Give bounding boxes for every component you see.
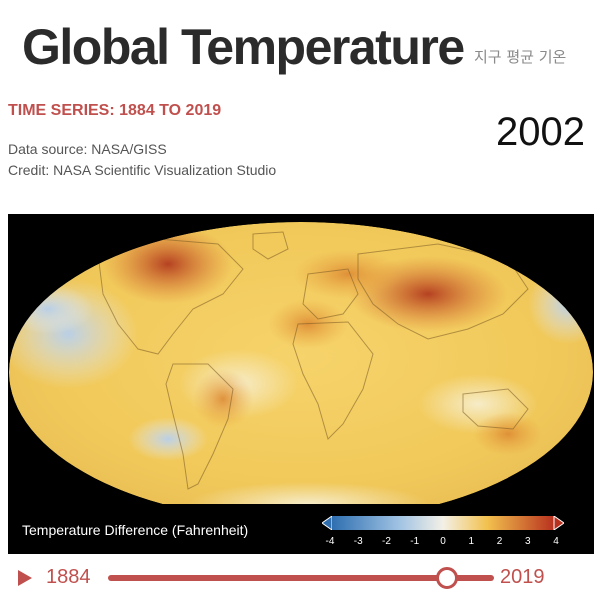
korean-subtitle: 지구 평균 기온 xyxy=(474,48,567,66)
scale-tick-label: 4 xyxy=(553,536,559,547)
scale-ticks: -4 -3 -2 -1 0 1 2 3 4 xyxy=(326,536,559,550)
scale-tick-label: 0 xyxy=(440,536,446,547)
play-icon[interactable] xyxy=(18,570,32,586)
start-year-label: 1884 xyxy=(46,566,91,588)
timeline-bar: 1884 2019 xyxy=(0,560,600,600)
series-heading: TIME SERIES: 1884 TO 2019 xyxy=(8,102,222,119)
temperature-color-scale xyxy=(322,516,564,530)
scale-tick-label: -1 xyxy=(410,536,420,547)
scale-tick-label: -3 xyxy=(353,536,363,547)
world-temperature-map xyxy=(8,214,594,554)
legend-label: Temperature Difference (Fahrenheit) xyxy=(22,522,249,538)
temperature-map-panel xyxy=(8,214,594,554)
current-year-display: 2002 xyxy=(496,110,585,154)
timeline-scrubber-handle[interactable] xyxy=(435,567,458,589)
scale-tick-label: 3 xyxy=(524,536,531,547)
credit-text: Credit: NASA Scientific Visualization St… xyxy=(8,162,277,178)
scale-tick-label: -2 xyxy=(382,536,391,547)
data-source-text: Data source: NASA/GISS xyxy=(8,141,167,157)
page-title: Global Temperature xyxy=(22,19,465,75)
timeline-track[interactable] xyxy=(108,575,494,581)
scale-tick-label: 2 xyxy=(496,536,503,547)
scale-tick-label: 1 xyxy=(468,536,475,547)
end-year-label: 2019 xyxy=(500,566,545,588)
scale-tick-label: -4 xyxy=(325,536,335,547)
